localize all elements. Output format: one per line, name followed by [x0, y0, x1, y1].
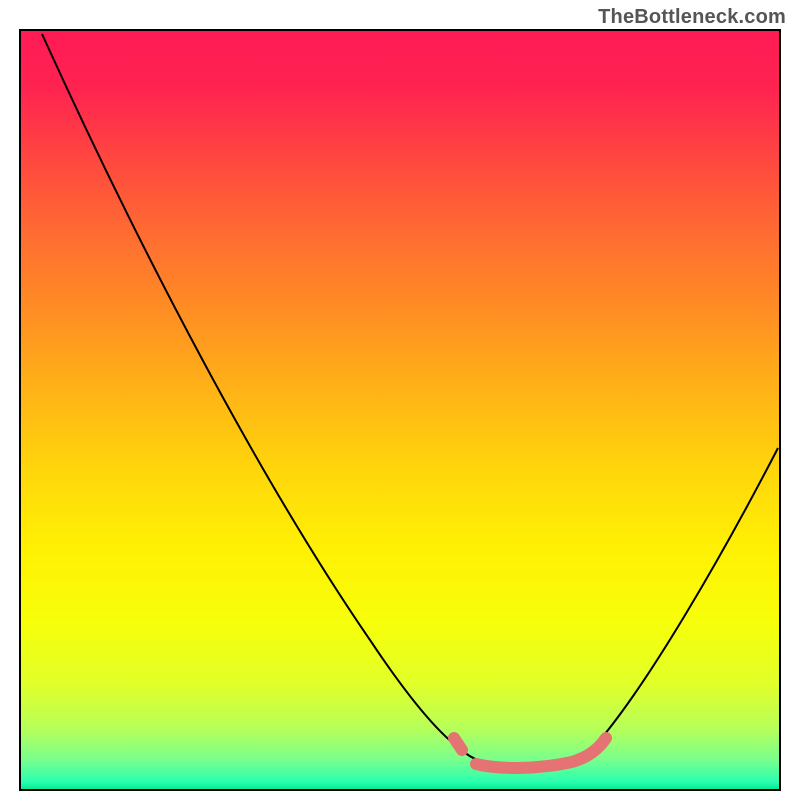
bottleneck-chart [0, 0, 800, 800]
watermark-text: TheBottleneck.com [598, 6, 786, 29]
highlight-segment-0 [454, 738, 462, 750]
gradient-background [20, 30, 780, 790]
chart-container: TheBottleneck.com [0, 0, 800, 800]
